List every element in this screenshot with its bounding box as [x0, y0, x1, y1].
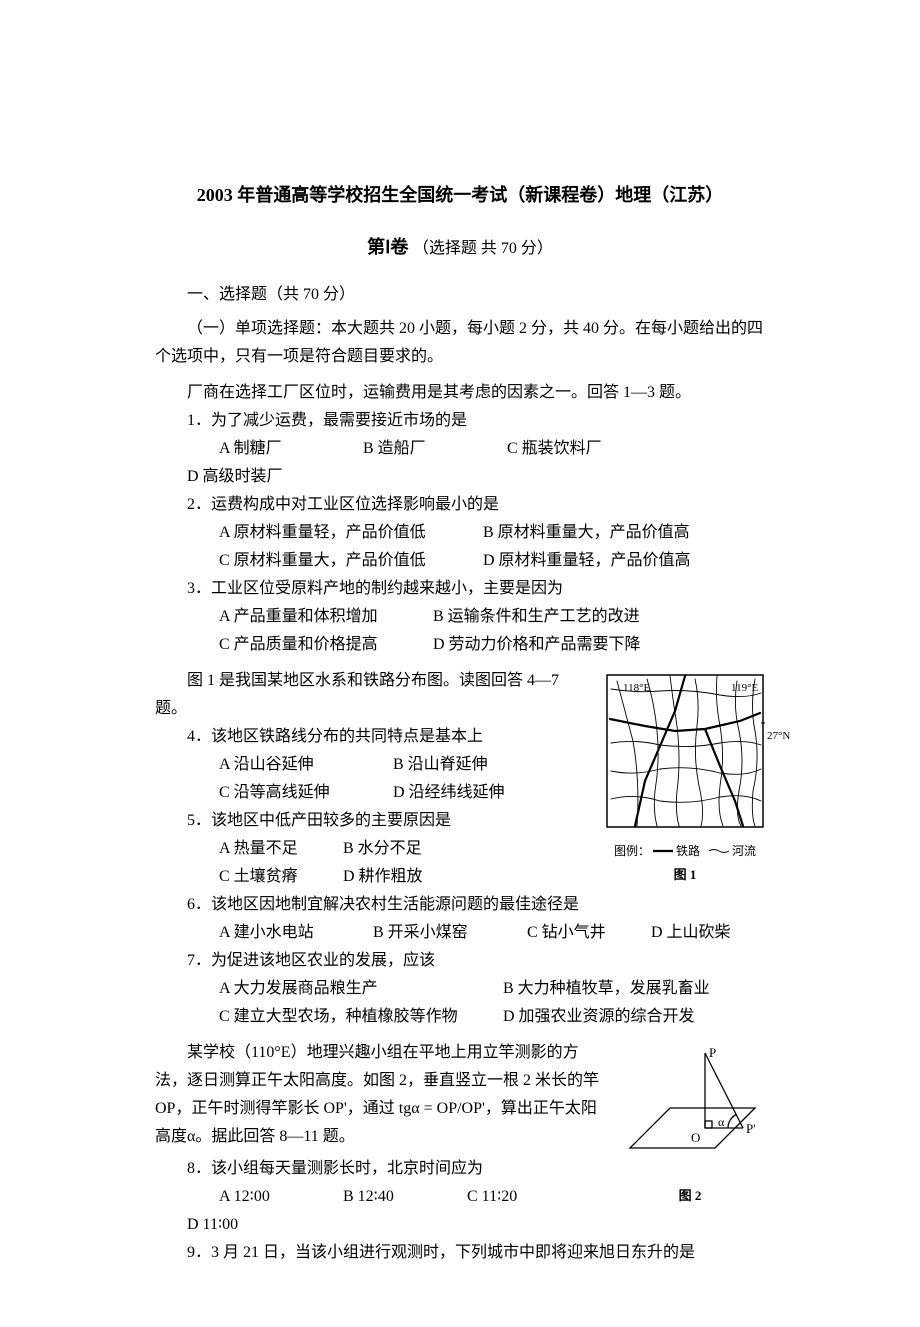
question-3-options-cd: C 产品质量和价格提高 D 劳动力价格和产品需要下降: [155, 631, 765, 659]
q3-opt-c: C 产品质量和价格提高: [187, 631, 397, 659]
section-title-sub: （选择题 共 70 分）: [413, 240, 553, 257]
fig1-legend-prefix: 图例：: [614, 844, 650, 858]
fig1-legend-river: 河流: [732, 844, 756, 858]
q4-opt-c: C 沿等高线延伸: [187, 779, 357, 807]
q7-opt-b: B 大力种植牧草，发展乳畜业: [471, 975, 710, 1003]
fig1-legend-rail: 铁路: [676, 844, 700, 858]
q1-opt-d: D 高级时装厂: [155, 463, 283, 491]
q6-opt-a: A 建小水电站: [187, 919, 337, 947]
q1-opt-c: C 瓶装饮料厂: [475, 435, 645, 463]
svg-text:P: P: [709, 1045, 716, 1060]
question-7-options-ab: A 大力发展商品粮生产 B 大力种植牧草，发展乳畜业: [155, 975, 765, 1003]
question-9: 9．3 月 21 日，当该小组进行观测时，下列城市中即将迎来旭日东升的是: [155, 1239, 765, 1267]
figure-1-legend: 图例： 铁路 河流: [605, 841, 765, 862]
q7-opt-a: A 大力发展商品粮生产: [187, 975, 467, 1003]
question-6-options: A 建小水电站 B 开采小煤窑 C 钻小气井 D 上山砍柴: [155, 919, 765, 947]
fig1-lon-right: 119°E: [731, 679, 758, 698]
figure-2-caption: 图 2: [615, 1185, 765, 1208]
q3-opt-a: A 产品重量和体积增加: [187, 603, 397, 631]
q2-opt-d: D 原材料重量轻，产品价值高: [451, 547, 691, 575]
q8-opt-d: D 11∶00: [155, 1211, 238, 1239]
q8-opt-c: C 11∶20: [435, 1183, 555, 1211]
question-1: 1．为了减少运费，最需要接近市场的是: [155, 407, 765, 435]
instruction-1: 一、选择题（共 70 分）: [155, 281, 765, 309]
figure-2: P O P' α 图 2: [615, 1043, 765, 1208]
question-2-options-cd: C 原材料重量大，产品价值低 D 原材料重量轻，产品价值高: [155, 547, 765, 575]
q5-opt-c: C 土壤贫瘠: [187, 863, 307, 891]
figure-1-caption: 图 1: [605, 864, 765, 887]
q7-opt-c: C 建立大型农场，种植橡胶等作物: [187, 1003, 467, 1031]
question-2: 2．运费构成中对工业区位选择影响最小的是: [155, 491, 765, 519]
main-title: 2003 年普通高等学校招生全国统一考试（新课程卷）地理（江苏）: [155, 180, 765, 212]
q8-opt-b: B 12∶40: [311, 1183, 431, 1211]
q4-opt-b: B 沿山脊延伸: [361, 751, 488, 779]
q2-opt-b: B 原材料重量大，产品价值高: [451, 519, 690, 547]
q2-opt-a: A 原材料重量轻，产品价值低: [187, 519, 447, 547]
q7-opt-d: D 加强农业资源的综合开发: [471, 1003, 695, 1031]
instruction-2: （一）单项选择题：本大题共 20 小题，每小题 2 分，共 40 分。在每小题给…: [155, 315, 765, 371]
q2-opt-c: C 原材料重量大，产品价值低: [187, 547, 447, 575]
q6-opt-b: B 开采小煤窑: [341, 919, 491, 947]
figure-1: 118°E 119°E 27°N 图例： 铁路 河流 图 1: [605, 671, 765, 887]
svg-text:α: α: [718, 1115, 725, 1129]
figure-2-svg: P O P' α: [615, 1043, 765, 1173]
q3-opt-d: D 劳动力价格和产品需要下降: [401, 631, 641, 659]
q5-opt-b: B 水分不足: [311, 835, 422, 863]
question-7: 7．为促进该地区农业的发展，应该: [155, 947, 765, 975]
question-7-options-cd: C 建立大型农场，种植橡胶等作物 D 加强农业资源的综合开发: [155, 1003, 765, 1031]
stem-1: 厂商在选择工厂区位时，运输费用是其考虑的因素之一。回答 1—3 题。: [155, 379, 765, 407]
q6-opt-c: C 钻小气井: [495, 919, 615, 947]
section-title-main: 第Ⅰ卷: [367, 237, 408, 257]
svg-text:P': P': [746, 1121, 756, 1136]
question-2-options-ab: A 原材料重量轻，产品价值低 B 原材料重量大，产品价值高: [155, 519, 765, 547]
fig1-lat: 27°N: [767, 727, 790, 746]
q1-opt-a: A 制糖厂: [187, 435, 327, 463]
fig1-lon-left: 118°E: [623, 679, 650, 698]
question-3-options-ab: A 产品重量和体积增加 B 运输条件和生产工艺的改进: [155, 603, 765, 631]
q3-opt-b: B 运输条件和生产工艺的改进: [401, 603, 640, 631]
q6-opt-d: D 上山砍柴: [619, 919, 731, 947]
q4-opt-d: D 沿经纬线延伸: [361, 779, 505, 807]
svg-text:O: O: [691, 1130, 700, 1145]
question-6: 6．该地区因地制宜解决农村生活能源问题的最佳途径是: [155, 891, 765, 919]
question-1-options: A 制糖厂 B 造船厂 C 瓶装饮料厂 D 高级时装厂: [155, 435, 765, 491]
q4-opt-a: A 沿山谷延伸: [187, 751, 357, 779]
q1-opt-b: B 造船厂: [331, 435, 471, 463]
section-title: 第Ⅰ卷 （选择题 共 70 分）: [155, 232, 765, 264]
q5-opt-a: A 热量不足: [187, 835, 307, 863]
q8-opt-a: A 12∶00: [187, 1183, 307, 1211]
q5-opt-d: D 耕作粗放: [311, 863, 423, 891]
question-3: 3．工业区位受原料产地的制约越来越小，主要是因为: [155, 575, 765, 603]
